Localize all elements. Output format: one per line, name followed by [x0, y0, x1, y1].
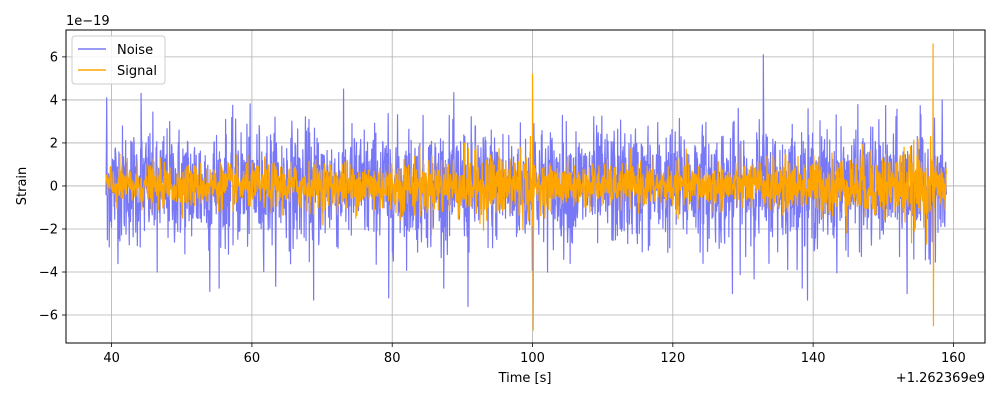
legend-label-noise: Noise [117, 43, 153, 58]
plot-frame [65, 29, 986, 344]
legend-label-signal: Signal [117, 64, 157, 79]
y-tick-label: −2 [39, 222, 58, 237]
x-tick-label: 120 [660, 351, 685, 366]
y-axis-ticks: −6 −4 −2 0 2 4 6 [39, 50, 66, 324]
y-tick-label: 6 [50, 50, 58, 65]
legend: Noise Signal [71, 35, 166, 85]
x-axis-label: Time [s] [498, 371, 552, 386]
x-tick-label: 60 [244, 351, 261, 366]
x-tick-label: 100 [520, 351, 545, 366]
y-scale-label: 1e−19 [66, 14, 110, 29]
signal-line [105, 43, 948, 331]
x-offset-label: +1.262369e9 [896, 371, 985, 386]
x-tick-label: 140 [801, 351, 826, 366]
series-signal [105, 43, 948, 331]
y-tick-label: 2 [50, 136, 58, 151]
y-tick-label: 0 [50, 179, 58, 194]
x-axis-ticks: 40 60 80 100 120 140 160 [103, 343, 966, 366]
y-axis-label: Strain [15, 167, 30, 206]
y-tick-label: −6 [39, 309, 58, 324]
legend-box [71, 35, 166, 85]
x-tick-label: 80 [384, 351, 401, 366]
x-tick-label: 160 [941, 351, 966, 366]
x-tick-label: 40 [103, 351, 120, 366]
y-tick-label: 4 [50, 93, 58, 108]
y-tick-label: −4 [39, 266, 58, 281]
